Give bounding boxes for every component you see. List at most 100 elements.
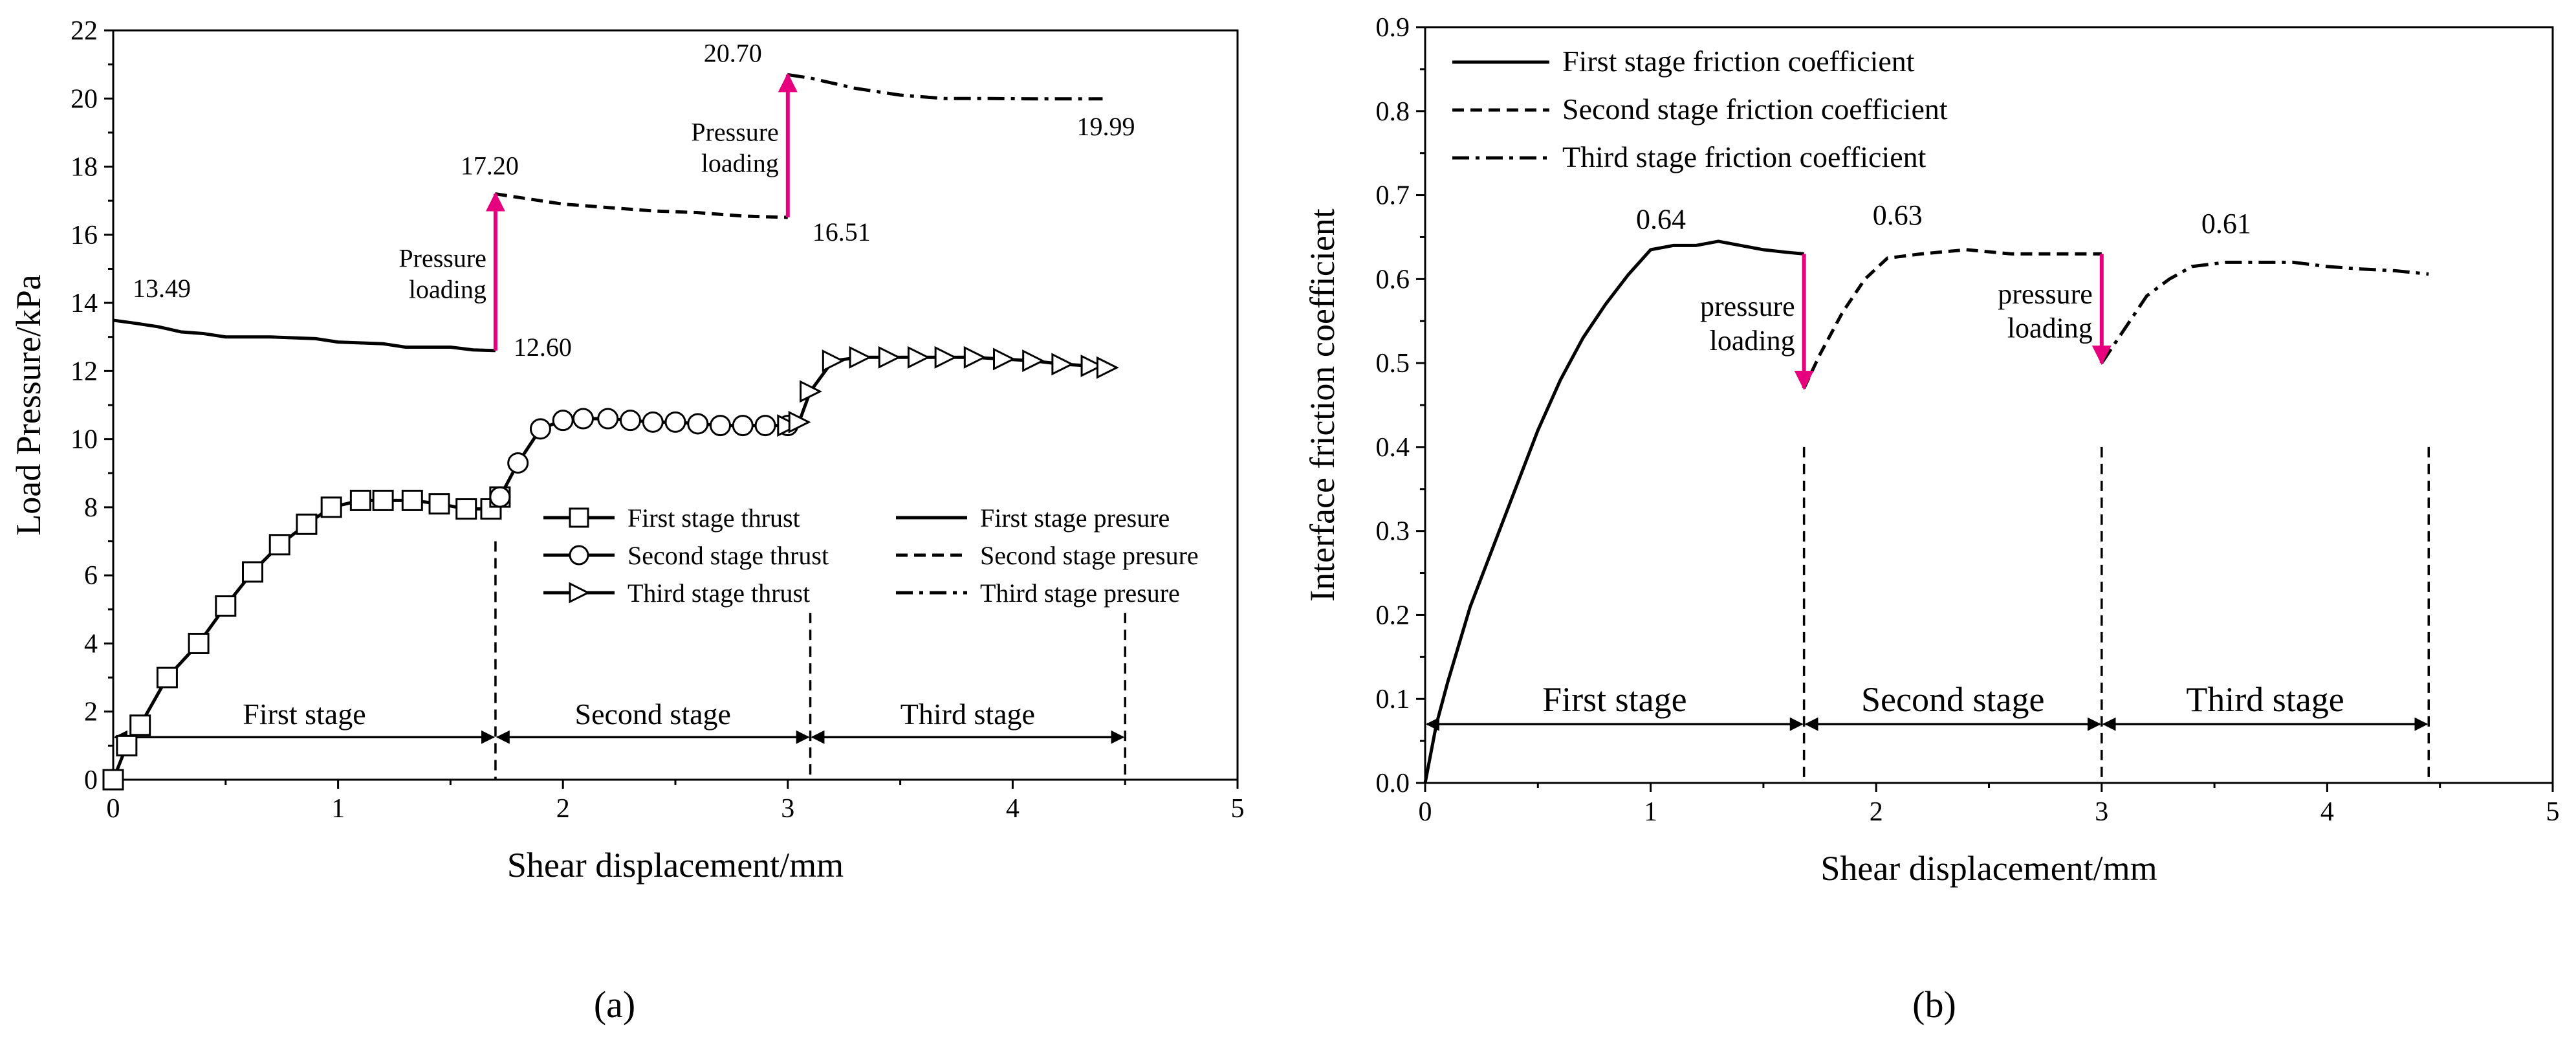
x-tick-label: 2 bbox=[1870, 797, 1883, 827]
series-line bbox=[113, 318, 496, 353]
circle-marker bbox=[489, 486, 511, 508]
y-tick-label: 2 bbox=[84, 698, 98, 727]
circle-marker bbox=[642, 411, 664, 433]
x-tick-label: 0 bbox=[107, 794, 120, 824]
y-axis-title: Load Pressure/kPa bbox=[9, 274, 48, 535]
x-axis-title: Shear displacement/mm bbox=[1820, 849, 2157, 888]
circle-marker bbox=[732, 415, 754, 437]
y-tick-label: 0.3 bbox=[1376, 517, 1410, 547]
circle-marker bbox=[507, 452, 529, 474]
y-tick-label: 10 bbox=[71, 425, 98, 455]
square-marker bbox=[296, 513, 318, 535]
triangle-marker bbox=[878, 346, 901, 369]
x-tick-label: 2 bbox=[556, 794, 570, 824]
data-value-label: 0.61 bbox=[2201, 208, 2251, 239]
square-marker bbox=[188, 632, 210, 654]
square-marker bbox=[242, 561, 264, 583]
triangle-marker bbox=[934, 346, 957, 369]
stage-label: Second stage bbox=[1861, 680, 2044, 719]
legend-label: First stage presure bbox=[980, 503, 1170, 533]
circle-marker bbox=[619, 410, 641, 432]
y-tick-label: 18 bbox=[71, 153, 98, 182]
triangle-marker bbox=[1051, 353, 1075, 376]
square-marker bbox=[349, 489, 371, 511]
triangle-marker bbox=[963, 346, 987, 369]
stage-label: Third stage bbox=[901, 698, 1035, 731]
square-marker bbox=[320, 496, 342, 518]
panel-a-label: (a) bbox=[594, 984, 635, 1026]
series-line bbox=[1423, 239, 1804, 784]
data-value-label: 12.60 bbox=[514, 333, 572, 362]
circle-marker bbox=[529, 418, 551, 440]
y-axis-title: Interface friction coefficient bbox=[1303, 208, 1342, 602]
y-tick-label: 6 bbox=[84, 561, 98, 591]
legend-label: Third stage presure bbox=[980, 578, 1180, 608]
square-marker bbox=[129, 714, 151, 736]
square-marker bbox=[156, 666, 178, 688]
panel-b-label: (b) bbox=[1912, 984, 1956, 1026]
square-marker bbox=[428, 493, 450, 515]
y-tick-label: 4 bbox=[84, 629, 98, 659]
x-tick-label: 3 bbox=[781, 794, 794, 824]
triangle-marker bbox=[788, 410, 811, 434]
x-tick-label: 5 bbox=[2546, 797, 2560, 827]
y-tick-label: 0.7 bbox=[1376, 181, 1410, 211]
data-value-label: 17.20 bbox=[461, 151, 519, 181]
square-marker bbox=[268, 534, 290, 556]
y-tick-label: 0.4 bbox=[1376, 433, 1410, 463]
legend-label: Second stage thrust bbox=[628, 541, 829, 570]
square-marker bbox=[455, 498, 477, 520]
x-tick-label: 1 bbox=[1644, 797, 1657, 827]
y-tick-label: 0.2 bbox=[1376, 600, 1410, 630]
x-tick-label: 3 bbox=[2095, 797, 2108, 827]
data-value-label: 0.64 bbox=[1636, 203, 1686, 235]
stage-label: First stage bbox=[243, 698, 366, 731]
series-line bbox=[1802, 248, 2102, 390]
legend-triangle-marker bbox=[569, 582, 591, 604]
y-tick-label: 0.5 bbox=[1376, 349, 1410, 379]
legend-label: Second stage friction coefficient bbox=[1562, 93, 1948, 126]
y-tick-label: 0.6 bbox=[1376, 265, 1410, 294]
triangle-marker bbox=[800, 380, 822, 403]
triangle-marker bbox=[993, 347, 1016, 371]
y-tick-label: 16 bbox=[71, 221, 98, 250]
data-value-label: 19.99 bbox=[1076, 112, 1135, 141]
legend-label: First stage friction coefficient bbox=[1562, 45, 1915, 78]
y-tick-label: 0 bbox=[84, 765, 98, 795]
square-marker bbox=[215, 595, 237, 617]
y-tick-label: 0.0 bbox=[1376, 769, 1410, 798]
circle-marker bbox=[687, 413, 709, 435]
square-marker bbox=[372, 489, 394, 511]
triangle-marker bbox=[1096, 356, 1119, 379]
data-value-label: 16.51 bbox=[813, 217, 871, 247]
circle-marker bbox=[597, 408, 619, 430]
y-tick-label: 12 bbox=[71, 357, 98, 386]
triangle-marker bbox=[1022, 349, 1045, 373]
legend-label: Third stage thrust bbox=[628, 578, 810, 608]
y-tick-label: 22 bbox=[71, 16, 98, 46]
y-tick-label: 14 bbox=[71, 289, 98, 318]
stage-label: First stage bbox=[1542, 680, 1687, 719]
circle-marker bbox=[664, 411, 686, 433]
triangle-marker bbox=[822, 349, 845, 373]
stage-label: Second stage bbox=[575, 698, 731, 731]
circle-marker bbox=[572, 408, 594, 430]
series-line bbox=[2100, 260, 2429, 364]
data-value-label: 13.49 bbox=[133, 274, 191, 303]
data-value-label: 20.70 bbox=[704, 38, 762, 67]
y-tick-label: 0.8 bbox=[1376, 97, 1410, 127]
square-marker bbox=[102, 769, 124, 791]
y-tick-label: 8 bbox=[84, 493, 98, 523]
stage-label: Third stage bbox=[2186, 680, 2344, 719]
legend-circle-marker bbox=[569, 545, 589, 566]
x-tick-label: 4 bbox=[2320, 797, 2334, 827]
y-tick-label: 0.9 bbox=[1376, 13, 1410, 43]
legend-label: First stage thrust bbox=[628, 503, 800, 533]
square-marker bbox=[401, 489, 423, 511]
legend-square-marker bbox=[569, 507, 589, 528]
x-tick-label: 5 bbox=[1231, 794, 1245, 824]
x-tick-label: 1 bbox=[331, 794, 345, 824]
pressure-loading-label: Pressure loading bbox=[398, 244, 486, 304]
